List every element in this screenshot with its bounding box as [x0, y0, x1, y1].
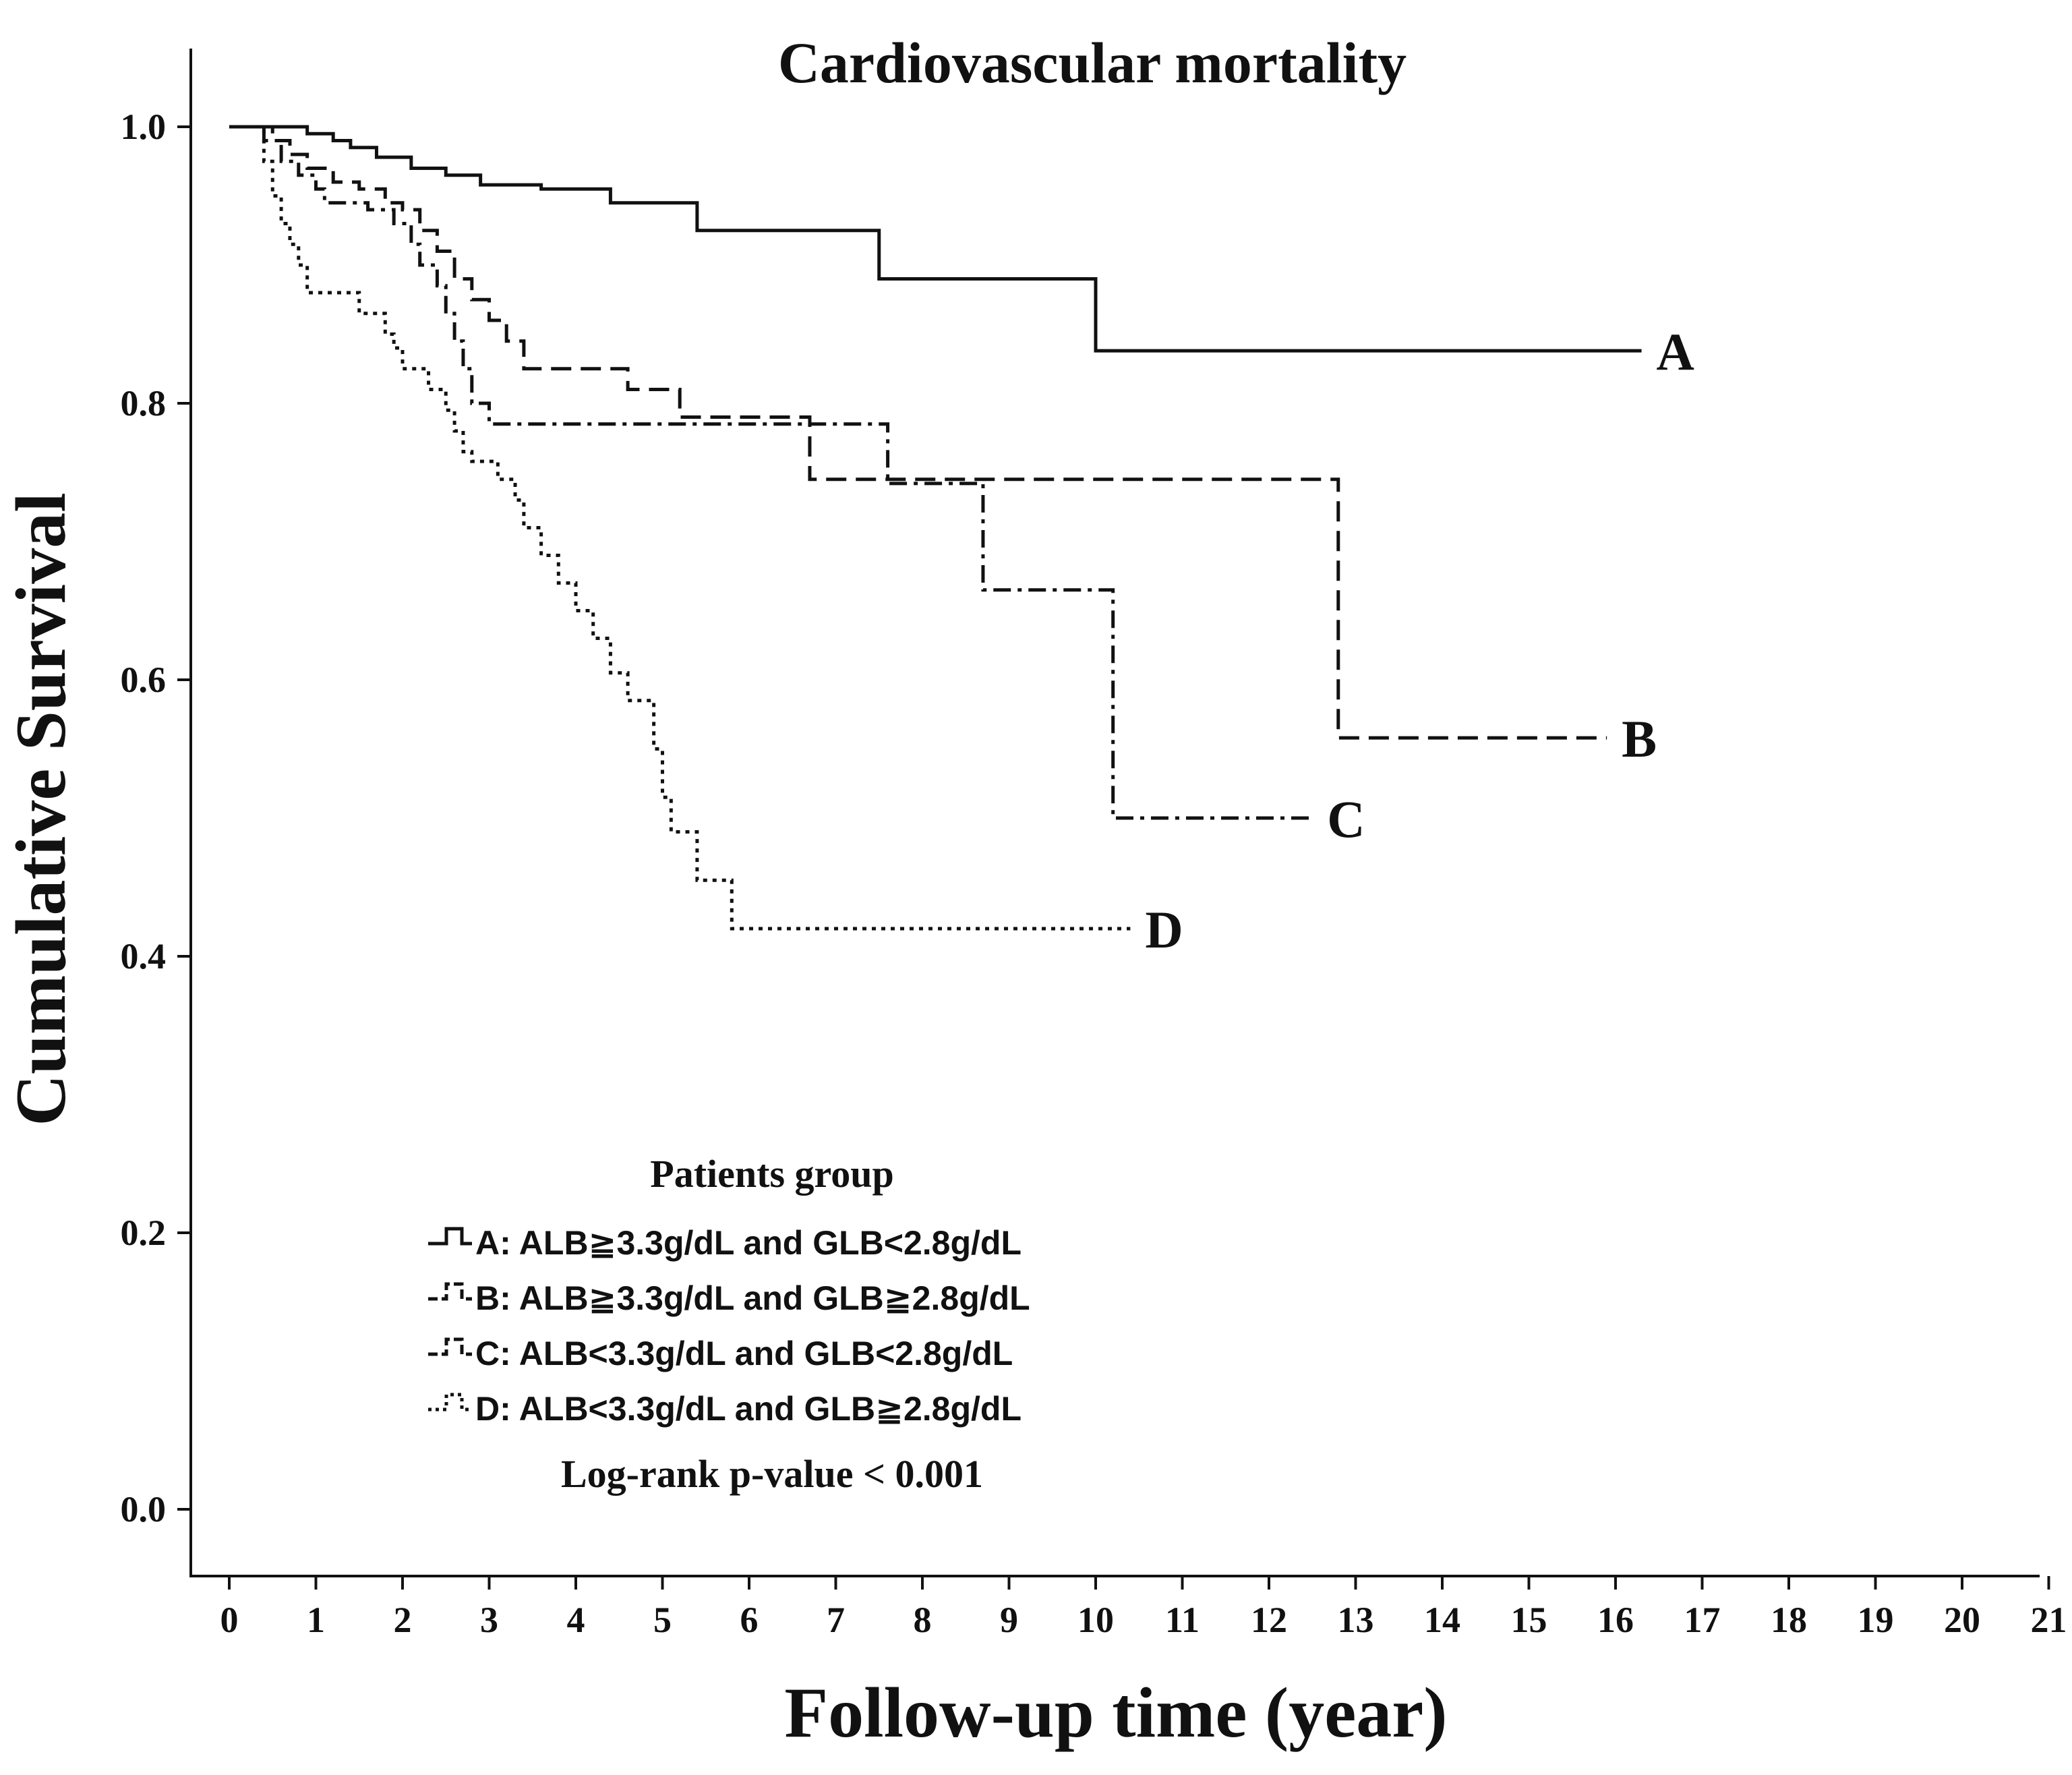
curve-b: [229, 125, 1607, 740]
curve-d: [229, 125, 1131, 931]
x-tick-label: 16: [1597, 1600, 1634, 1640]
curve-a: [229, 125, 1642, 353]
x-tick-label: 20: [1944, 1600, 1980, 1640]
x-tick-label: 9: [1000, 1600, 1018, 1640]
x-tick-label: 1: [307, 1600, 325, 1640]
chart-title: Cardiovascular mortality: [778, 30, 1407, 95]
survival-curves: [229, 125, 1642, 931]
end-label-d: D: [1145, 900, 1183, 959]
x-tick-label: 3: [480, 1600, 498, 1640]
y-tick-label: 0.2: [121, 1213, 167, 1253]
curve-c: [229, 125, 1313, 820]
x-tick-label: 17: [1684, 1600, 1721, 1640]
x-tick-label: 4: [567, 1600, 585, 1640]
legend: Patients group A: ALB≧3.3g/dL and GLB<2.…: [428, 1152, 1030, 1496]
x-tick-label: 6: [740, 1600, 759, 1640]
x-tick-label: 10: [1077, 1600, 1114, 1640]
legend-items: A: ALB≧3.3g/dL and GLB<2.8g/dL B: ALB≧3.3…: [428, 1224, 1030, 1428]
y-tick-label: 0.8: [121, 383, 167, 424]
legend-swatch: [428, 1282, 472, 1301]
x-tick-label: 0: [220, 1600, 239, 1640]
legend-item-b: B: ALB≧3.3g/dL and GLB≧2.8g/dL: [428, 1279, 1030, 1317]
y-ticks: 0.0 0.2 0.4 0.6 0.8 1.0: [121, 107, 191, 1530]
end-label-b: B: [1622, 709, 1657, 768]
curve-end-labels: A B C D: [1145, 322, 1694, 959]
legend-label: D: ALB<3.3g/dL and GLB≧2.8g/dL: [475, 1390, 1022, 1428]
legend-label: C: ALB<3.3g/dL and GLB<2.8g/dL: [475, 1335, 1013, 1372]
end-label-a: A: [1657, 322, 1694, 381]
legend-item-a: A: ALB≧3.3g/dL and GLB<2.8g/dL: [428, 1224, 1022, 1262]
y-axis-label: Cumulative Survival: [1, 492, 80, 1126]
y-tick-label: 0.4: [121, 936, 167, 977]
x-tick-label: 2: [394, 1600, 412, 1640]
x-tick-label: 18: [1771, 1600, 1807, 1640]
x-tick-label: 11: [1165, 1600, 1200, 1640]
legend-label: A: ALB≧3.3g/dL and GLB<2.8g/dL: [475, 1224, 1022, 1262]
x-tick-label: 21: [2031, 1600, 2067, 1640]
x-tick-label: 15: [1511, 1600, 1547, 1640]
x-tick-label: 14: [1424, 1600, 1460, 1640]
y-tick-label: 0.6: [121, 660, 167, 700]
x-tick-label: 7: [827, 1600, 845, 1640]
x-tick-label: 13: [1338, 1600, 1374, 1640]
legend-title: Patients group: [650, 1152, 893, 1196]
y-tick-label: 1.0: [121, 107, 167, 147]
legend-label: B: ALB≧3.3g/dL and GLB≧2.8g/dL: [475, 1279, 1030, 1317]
end-label-c: C: [1327, 790, 1365, 848]
legend-item-d: D: ALB<3.3g/dL and GLB≧2.8g/dL: [428, 1390, 1022, 1428]
x-ticks: 0 1 2 3 4 5 6 7 8 9 10 11 12 13 14 15 16 17 18 19 20 21: [220, 1576, 2067, 1640]
x-tick-label: 12: [1251, 1600, 1287, 1640]
y-tick-label: 0.0: [121, 1489, 167, 1530]
legend-swatch: [428, 1227, 472, 1246]
log-rank-annotation: Log-rank p-value < 0.001: [561, 1452, 983, 1496]
x-tick-label: 19: [1858, 1600, 1894, 1640]
x-axis-label: Follow-up time (year): [784, 1673, 1447, 1752]
x-tick-label: 8: [914, 1600, 932, 1640]
legend-swatch: [428, 1337, 472, 1356]
legend-swatch: [428, 1393, 472, 1412]
x-tick-label: 5: [653, 1600, 672, 1640]
legend-item-c: C: ALB<3.3g/dL and GLB<2.8g/dL: [428, 1335, 1013, 1372]
